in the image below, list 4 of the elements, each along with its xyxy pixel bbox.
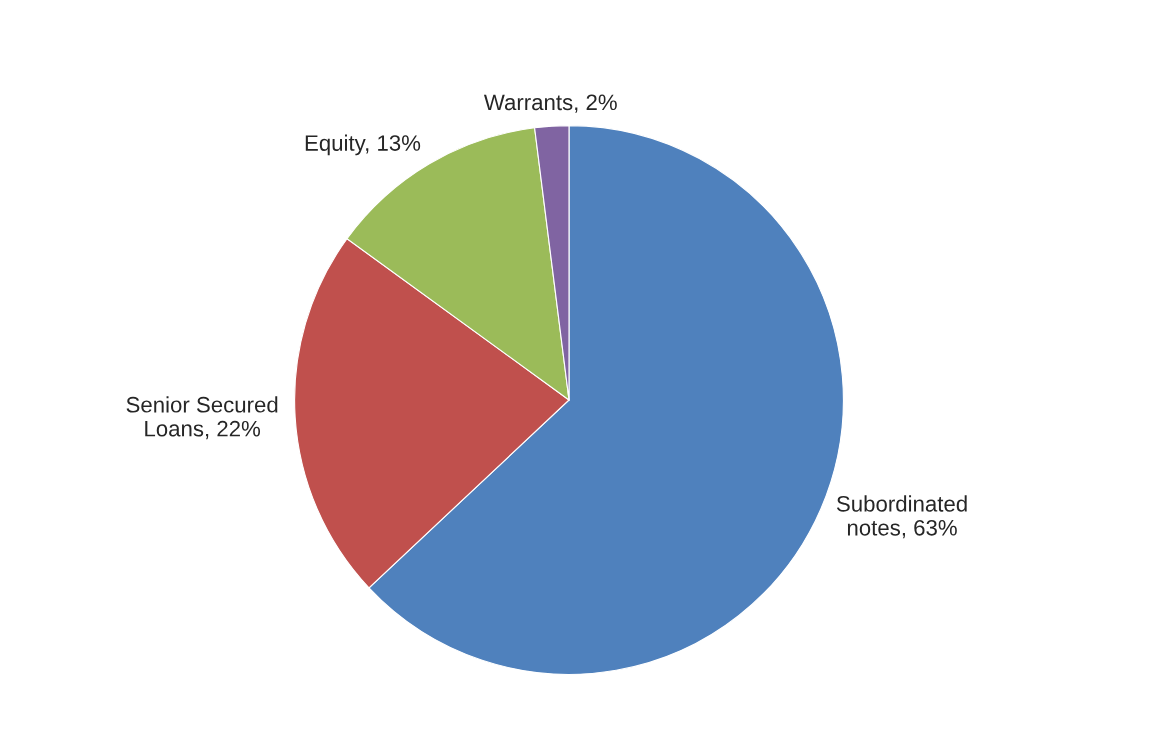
slice-label: Equity, 13% — [305, 134, 421, 156]
slice-label: Senior Secured Loans, 22% — [126, 396, 278, 440]
slice-label: Warrants, 2% — [483, 94, 617, 113]
slice-label: Subordinated notes, 63% — [836, 495, 967, 539]
